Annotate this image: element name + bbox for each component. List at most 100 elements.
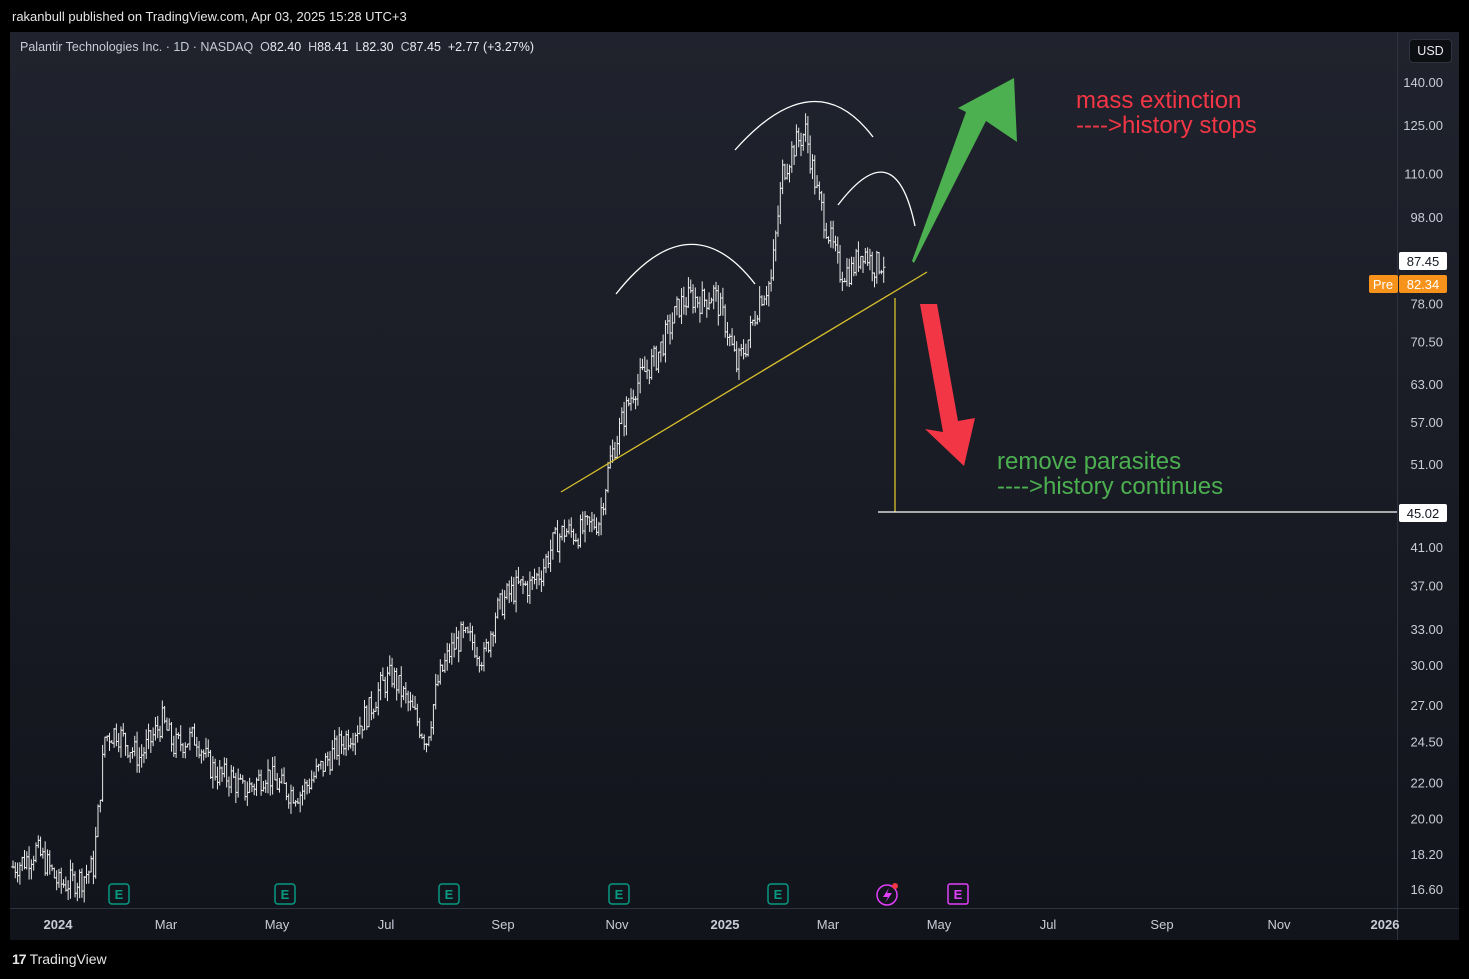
price-bar: [68, 859, 73, 899]
price-bar: [339, 730, 344, 755]
tradingview-logo-icon: 17: [12, 951, 27, 967]
red-down-arrow[interactable]: [920, 304, 975, 466]
price-bar: [877, 251, 881, 275]
upcoming-earnings-icon[interactable]: [947, 883, 969, 905]
neckline-trendline[interactable]: [560, 271, 928, 493]
price-bar: [849, 256, 854, 285]
price-bar: [399, 666, 404, 708]
price-axis-tick-15: 22.00: [1410, 775, 1443, 790]
currency-button[interactable]: USD: [1409, 39, 1452, 63]
price-bar: [677, 298, 682, 318]
price-bar: [475, 646, 479, 667]
price-bar: [52, 867, 57, 879]
price-bar: [537, 566, 541, 586]
price-bar: [132, 735, 137, 757]
target-price-badge: [1399, 504, 1447, 522]
price-bar: [833, 235, 838, 252]
price-bar: [420, 733, 424, 740]
price-bar: [484, 638, 489, 652]
price-axis-tick-6: 63.00: [1410, 377, 1443, 392]
price-bar: [633, 396, 638, 410]
price-bar: [769, 269, 773, 292]
pre-tag-label: Pre: [1373, 277, 1393, 292]
price-bar: [160, 700, 165, 739]
price-bar: [599, 497, 603, 536]
price-bar: [176, 732, 181, 740]
earnings-marker-2[interactable]: [438, 883, 460, 905]
price-bar: [346, 729, 351, 751]
price-bar: [178, 725, 183, 752]
price-bar: [24, 851, 29, 870]
news-lightning-icon[interactable]: [876, 884, 898, 906]
history-continues-label: ---->history continues: [997, 473, 1223, 500]
price-bar: [702, 288, 707, 308]
price-bar: [376, 682, 381, 716]
lightning-bolt-icon: [883, 888, 892, 903]
price-bar: [734, 341, 739, 373]
price-bar: [629, 388, 633, 411]
footer-bar: 17 TradingView: [0, 940, 1469, 979]
target-price-value: 45.02: [1407, 506, 1440, 521]
price-bar: [312, 771, 316, 783]
price-axis-tick-11: 33.00: [1410, 622, 1443, 637]
price-bar: [183, 742, 188, 759]
price-bar: [158, 725, 162, 742]
price-bar: [234, 772, 238, 804]
price-bar: [80, 868, 84, 898]
time-axis-tick-11: Nov: [1267, 917, 1291, 932]
price-bar: [13, 862, 18, 879]
price-bar: [445, 642, 450, 671]
price-bar: [746, 339, 750, 357]
low-label: L: [355, 40, 363, 54]
price-bar: [323, 753, 328, 772]
earnings-marker-0[interactable]: [108, 883, 130, 905]
price-bar: [98, 799, 103, 813]
price-bar: [263, 779, 268, 793]
earnings-marker-3[interactable]: [608, 883, 630, 905]
tradingview-wordmark: TradingView: [29, 951, 107, 967]
price-bar: [119, 726, 123, 758]
last-price-value: 87.45: [1407, 254, 1440, 269]
price-bar: [548, 539, 553, 572]
close-value: 87.45: [409, 40, 441, 54]
time-axis-tick-9: Jul: [1040, 917, 1057, 932]
price-bar: [116, 733, 121, 753]
price-axis-tick-2: 110.00: [1404, 166, 1443, 181]
price-bar: [732, 335, 737, 352]
price-bar: [305, 779, 309, 795]
price-bar: [211, 756, 215, 789]
price-bar: [208, 749, 213, 779]
price-bar: [624, 396, 629, 436]
price-bar: [206, 739, 211, 758]
price-bar: [822, 193, 826, 239]
price-bar: [146, 723, 151, 750]
green-up-arrow[interactable]: [912, 78, 1017, 263]
price-bar: [15, 862, 20, 883]
price-bar: [576, 538, 580, 549]
price-bar: [415, 703, 420, 727]
price-bar: [429, 721, 433, 741]
price-bar: [436, 674, 440, 687]
price-bar: [286, 793, 291, 809]
earnings-marker-1[interactable]: [274, 883, 296, 905]
price-bar: [153, 716, 158, 741]
time-axis-tick-3: Jul: [378, 917, 395, 932]
earnings-marker-4[interactable]: [767, 883, 789, 905]
price-bar: [571, 528, 576, 545]
price-bar: [672, 306, 677, 324]
price-bar: [668, 314, 672, 345]
price-bar: [449, 632, 454, 665]
symbol-name[interactable]: Palantir Technologies Inc. · 1D · NASDAQ: [20, 40, 254, 54]
price-axis-tick-7: 57.00: [1410, 415, 1443, 430]
price-bar: [245, 781, 250, 806]
price-bar: [57, 868, 61, 888]
price-bar: [351, 732, 355, 752]
price-bar: [638, 358, 642, 394]
price-bar: [615, 435, 620, 459]
price-bar: [169, 721, 174, 752]
price-bar: [748, 315, 753, 349]
price-bar: [443, 653, 447, 673]
price-bar: [477, 656, 482, 673]
tradingview-brand[interactable]: 17 TradingView: [12, 951, 107, 967]
